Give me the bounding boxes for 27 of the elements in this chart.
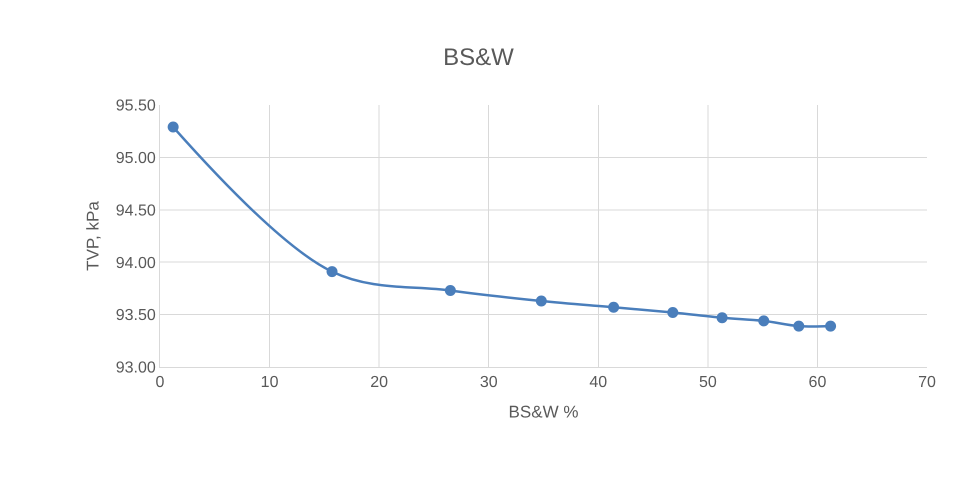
point (825, 320, 836, 332)
x-tick-label: 50 (698, 374, 717, 392)
point (758, 315, 770, 326)
point (536, 295, 547, 306)
point (326, 266, 338, 278)
y-tick-label: 93.50 (116, 307, 156, 324)
x-tick-label: 10 (260, 374, 279, 392)
y-tick-label: 93.00 (116, 360, 156, 377)
x-tick-label: 0 (156, 374, 165, 392)
y-tick-label: 95.50 (116, 98, 156, 115)
x-axis-title: BS&W % (508, 402, 578, 422)
y-tick-label: 95.00 (116, 150, 156, 167)
point (667, 307, 678, 318)
x-tick-label: 40 (589, 374, 608, 392)
point (716, 312, 728, 324)
chart-title: BS&W (443, 44, 514, 71)
y-tick-label: 94.00 (116, 254, 156, 272)
point (168, 122, 179, 133)
y-axis-title: TVP, kPa (83, 200, 102, 271)
x-tick-label: 20 (370, 374, 388, 392)
point (793, 320, 804, 332)
x-tick-label: 60 (808, 374, 826, 392)
x-tick-label: 70 (918, 374, 936, 392)
point (608, 302, 620, 313)
point (444, 285, 456, 296)
y-tick-label: 94.50 (116, 202, 156, 220)
x-tick-label: 30 (480, 374, 498, 392)
